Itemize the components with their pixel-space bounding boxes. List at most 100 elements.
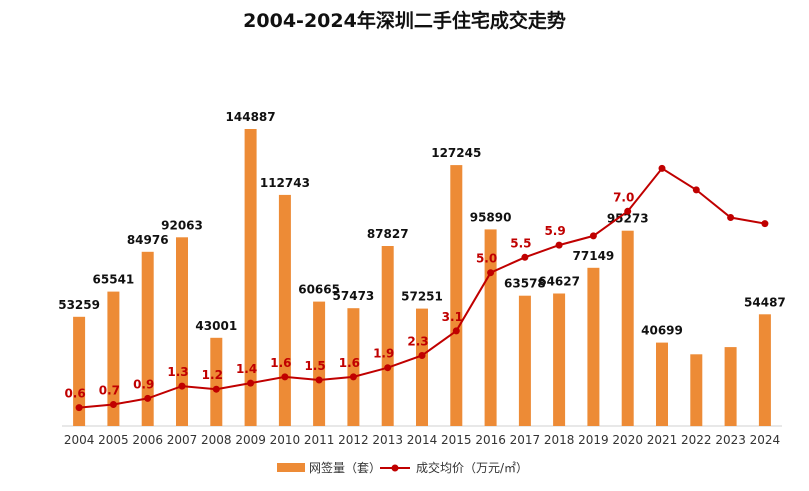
price-label-2017: 5.5: [510, 236, 531, 250]
bar-label-2020: 95273: [607, 212, 649, 226]
price-point-2004: [75, 404, 83, 412]
x-tick-2010: 2010: [270, 433, 301, 447]
x-tick-2021: 2021: [647, 433, 678, 447]
x-tick-2007: 2007: [167, 433, 198, 447]
price-label-2014: 2.3: [407, 335, 428, 349]
price-label-2005: 0.7: [99, 384, 120, 398]
bar-label-2008: 43001: [195, 319, 237, 333]
price-point-2011: [315, 376, 323, 384]
price-label-2020: 7.0: [613, 190, 634, 204]
bar-2010: [278, 194, 291, 426]
bar-2007: [176, 237, 188, 426]
bar-2023: [724, 347, 737, 426]
price-point-2017: [521, 253, 529, 261]
line-labels: 0.6 0.7 0.9 1.3 1.2 1.4 1.6 1.5 1.6 1.9 2.3 3.1 5.0 5…: [64, 190, 634, 400]
x-tick-2004: 2004: [64, 433, 95, 447]
bar-series: [73, 129, 771, 427]
x-tick-2019: 2019: [578, 433, 609, 447]
legend-line-marker: [391, 464, 399, 472]
bar-2022: [690, 354, 703, 427]
bar-label-2010: 112743: [260, 176, 310, 190]
bar-label-2011: 60665: [298, 283, 340, 297]
price-label-2010: 1.6: [270, 356, 291, 370]
bar-label-2015: 127245: [431, 146, 481, 160]
bar-label-2016: 95890: [470, 210, 512, 224]
price-point-2006: [144, 394, 152, 402]
bar-2005: [107, 291, 120, 426]
price-point-2005: [109, 401, 117, 408]
price-point-2016: [487, 269, 495, 277]
price-label-2018: 5.9: [544, 224, 565, 238]
line-series: [75, 164, 769, 412]
legend-bar-swatch: [277, 463, 305, 472]
bar-label-2004: 53259: [58, 298, 100, 312]
price-point-2008: [212, 385, 220, 393]
bar-2019: [587, 267, 600, 426]
price-point-2012: [349, 373, 357, 381]
x-tick-2008: 2008: [201, 433, 232, 447]
bar-2021: [656, 342, 668, 426]
price-label-2004: 0.6: [64, 387, 85, 401]
bar-2008: [210, 337, 223, 426]
price-label-2011: 1.5: [304, 359, 325, 373]
x-tick-2020: 2020: [612, 433, 643, 447]
bar-label-2012: 57473: [333, 289, 375, 303]
x-tick-2005: 2005: [98, 433, 129, 447]
price-label-2009: 1.4: [236, 362, 257, 376]
price-point-2021: [658, 164, 666, 172]
x-tick-2018: 2018: [544, 433, 575, 447]
price-label-2006: 0.9: [133, 377, 154, 391]
x-tick-2013: 2013: [372, 433, 403, 447]
bar-label-2013: 87827: [367, 227, 409, 241]
x-tick-2009: 2009: [235, 433, 266, 447]
bar-2024: [758, 314, 771, 426]
x-tick-labels: 2004 2005 2006 2007 2008 2009 2010 2011 2012 2013…: [64, 433, 780, 447]
x-tick-2006: 2006: [132, 433, 163, 447]
price-point-2007: [178, 382, 186, 390]
price-point-2018: [555, 241, 563, 249]
price-point-2013: [384, 364, 392, 372]
x-tick-2011: 2011: [304, 433, 335, 447]
price-label-2016: 5.0: [476, 252, 497, 266]
price-point-2009: [247, 379, 255, 387]
legend-bar-label: 网签量（套）: [309, 460, 381, 475]
price-label-2012: 1.6: [339, 356, 360, 370]
price-point-2020: [624, 207, 632, 215]
price-point-2014: [418, 352, 426, 359]
bar-label-2007: 92063: [161, 218, 203, 232]
x-tick-2024: 2024: [750, 433, 781, 447]
bar-2009: [244, 129, 257, 426]
x-tick-2022: 2022: [681, 433, 712, 447]
bar-label-2018: 64627: [538, 275, 580, 289]
price-label-2015: 3.1: [442, 310, 463, 324]
x-tick-2016: 2016: [475, 433, 506, 447]
chart-title: 2004-2024年深圳二手住宅成交走势: [243, 10, 566, 32]
bar-2004: [73, 316, 86, 426]
bar-label-2009: 144887: [226, 110, 276, 124]
bar-label-2005: 65541: [93, 273, 135, 287]
bar-label-2017: 63578: [504, 277, 546, 291]
bar-label-2019: 77149: [573, 249, 615, 263]
x-tick-2012: 2012: [338, 433, 369, 447]
x-tick-2014: 2014: [407, 433, 438, 447]
bar-2017: [518, 295, 531, 426]
x-tick-2015: 2015: [441, 433, 472, 447]
x-tick-2017: 2017: [510, 433, 541, 447]
bar-2013: [381, 246, 394, 426]
legend-line-label: 成交均价（万元/㎡）: [416, 460, 528, 475]
bar-label-2021: 40699: [641, 324, 683, 338]
price-point-2024: [761, 220, 769, 228]
bar-2018: [553, 293, 566, 426]
price-label-2008: 1.2: [202, 368, 223, 382]
x-tick-2023: 2023: [715, 433, 746, 447]
bar-2015: [450, 165, 463, 426]
bar-2014: [416, 308, 428, 426]
bar-label-2024: 54487: [744, 295, 786, 309]
bar-2006: [141, 251, 154, 426]
bar-2011: [313, 301, 326, 426]
price-point-2015: [452, 327, 460, 335]
bar-label-2014: 57251: [401, 290, 443, 304]
